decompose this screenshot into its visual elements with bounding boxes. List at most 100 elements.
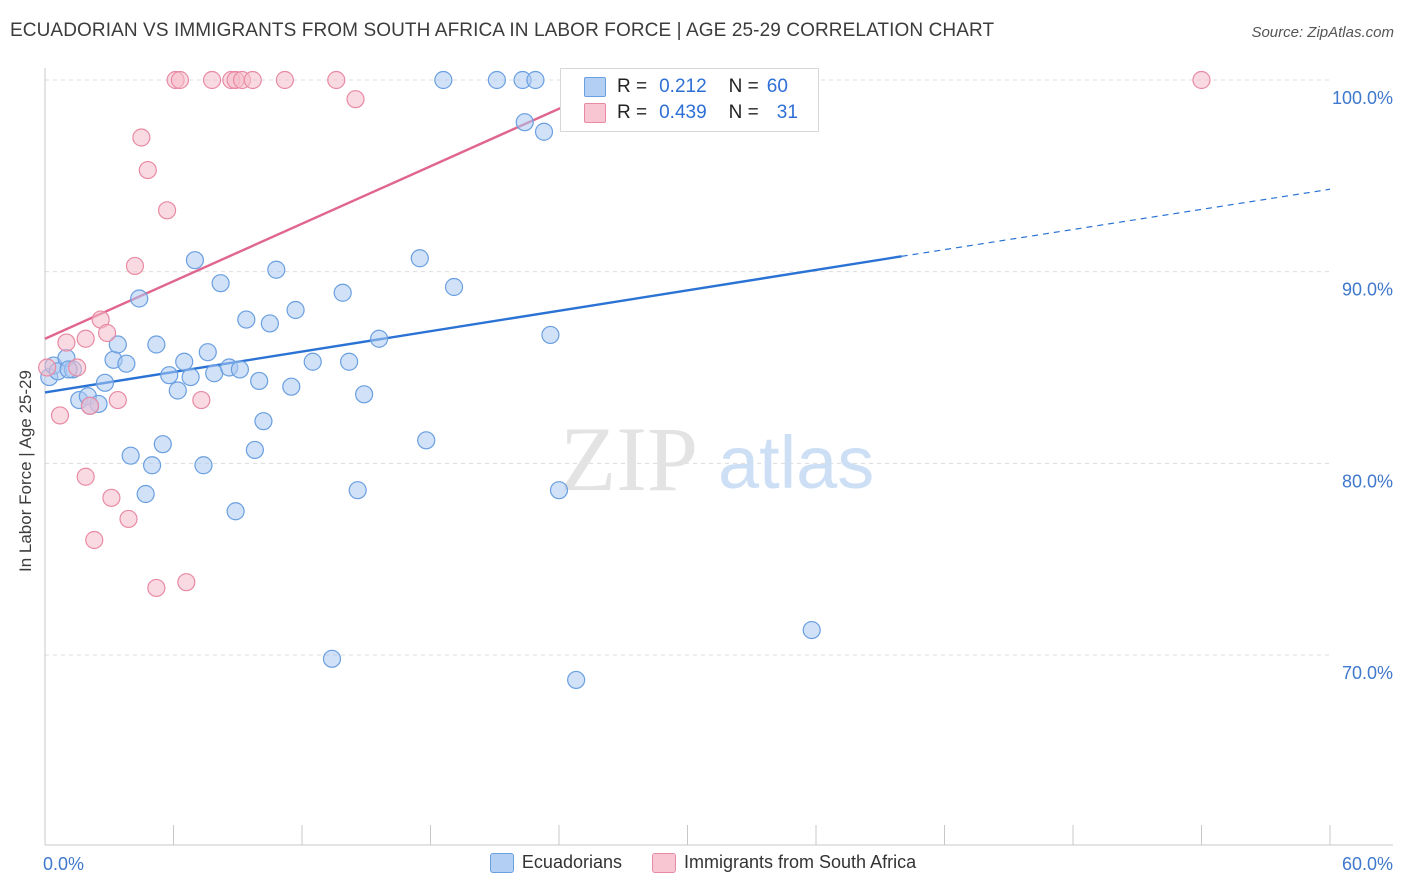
stats-row-ecuadorians: R = 0.212 N = 60: [584, 75, 788, 99]
south-africa-point: [202, 70, 222, 90]
ecuadorians-point: [226, 502, 245, 521]
ecuadorians-point: [333, 283, 352, 302]
watermark-atlas: atlas: [718, 421, 874, 504]
south-africa-point: [80, 396, 100, 415]
south-africa-point: [119, 509, 138, 529]
ecuadorians-point: [117, 354, 136, 373]
ecuadorians-point: [534, 122, 554, 141]
ecuadorians-point: [541, 325, 560, 345]
x-tick-label-max: 60.0%: [1342, 854, 1393, 874]
ecuadorians-point: [286, 300, 305, 320]
ecuadorians-point: [245, 440, 264, 460]
ecuadorians-point: [370, 329, 389, 348]
legend-item-ecuadorians[interactable]: Ecuadorians: [489, 852, 622, 873]
n-label: N =: [728, 76, 759, 97]
y-tick-label: 70.0%: [1342, 663, 1393, 683]
south-africa-point: [275, 70, 294, 90]
ecuadorians-point: [340, 352, 359, 371]
ecuadorians-point: [487, 70, 506, 90]
r-value: 0.439: [659, 102, 707, 123]
ecuadorians-point: [515, 113, 534, 132]
south-africa-point: [346, 90, 365, 109]
source-credit: Source: ZipAtlas.com: [1251, 24, 1394, 41]
ecuadorians-point: [417, 431, 436, 450]
ecuadorians-point: [410, 249, 429, 268]
y-axis-title: In Labor Force | Age 25-29: [16, 370, 35, 572]
ecuadorians-point: [303, 352, 322, 371]
ecuadorians-point: [254, 412, 273, 431]
r-value: 0.212: [659, 76, 707, 97]
ecuadorians-point: [250, 371, 269, 391]
ecuadorians-point: [198, 343, 217, 362]
ecuadorians-point: [108, 335, 127, 354]
watermark-zip: ZIP: [560, 408, 698, 510]
ecuadorians-point: [267, 260, 286, 279]
south-africa-point: [108, 390, 127, 410]
ecuadorians-point: [194, 456, 213, 475]
legend-item-south-africa[interactable]: Immigrants from South Africa: [652, 852, 916, 873]
ecuadorians-point: [355, 385, 374, 404]
ecuadorians-point: [147, 335, 166, 354]
ecuadorians-point: [153, 435, 172, 454]
ecuadorians-point: [567, 670, 586, 690]
legend-label-south-africa: Immigrants from South Africa: [684, 852, 917, 872]
ecuadorians-point: [434, 70, 453, 90]
ecuadorians-point: [802, 620, 821, 640]
ecuadorians-point: [160, 366, 179, 385]
r-label: R =: [617, 76, 648, 97]
south-africa-point: [98, 323, 117, 343]
ecuadorians-point: [121, 446, 140, 465]
ecuadorians-point: [549, 481, 569, 500]
ecuadorians-point: [181, 367, 200, 387]
ecuadorians-point: [282, 377, 301, 396]
ecuadorians-point: [260, 314, 279, 333]
tick-labels: 70.0% 80.0% 90.0% 100.0% 0.0% 60.0%: [43, 88, 1393, 874]
south-africa-point: [76, 467, 95, 486]
south-africa-legend-icon: [652, 852, 676, 873]
y-tick-label: 100.0%: [1332, 88, 1393, 108]
legend-label-ecuadorians: Ecuadorians: [521, 852, 622, 872]
n-label: N =: [728, 102, 759, 123]
south-africa-point: [138, 160, 157, 180]
n-value: 60: [766, 76, 788, 97]
n-value: 31: [776, 102, 798, 123]
south-africa-point: [147, 578, 166, 598]
south-africa-point: [76, 329, 95, 348]
south-africa-point: [132, 128, 151, 147]
south-africa-point: [157, 201, 177, 220]
south-africa-point: [68, 358, 87, 377]
ecuadorians-point: [348, 481, 367, 500]
south-africa-point: [1192, 70, 1211, 90]
ecuadorians-point: [136, 484, 155, 504]
ecuadorians-point: [130, 289, 149, 308]
ecuadorians-point: [211, 274, 230, 293]
ecuadorians-point: [142, 456, 162, 475]
south-africa-point: [38, 358, 57, 377]
series-legend: Ecuadorians Immigrants from South Africa: [0, 852, 1406, 873]
ecuadorians-swatch-icon: [584, 77, 606, 97]
ecuadorians-legend-icon: [489, 852, 514, 873]
stats-legend: R = 0.212 N = 60 R = 0.439 N = 31: [560, 68, 819, 132]
stats-row-south-africa: R = 0.439 N = 31: [584, 101, 798, 125]
x-tick-label-min: 0.0%: [43, 854, 84, 874]
axes: [44, 68, 1393, 846]
ecuadorians-point: [185, 251, 205, 270]
south-africa-point: [125, 256, 145, 276]
r-label: R =: [617, 102, 648, 123]
south-africa-point: [192, 390, 211, 410]
chart-title: ECUADORIAN VS IMMIGRANTS FROM SOUTH AFRI…: [10, 20, 995, 41]
ecuadorians-point: [175, 352, 194, 371]
ecuadorians-point: [237, 310, 256, 329]
ecuadorians-point: [444, 277, 464, 297]
ecuadorians-point: [168, 381, 187, 400]
south-africa-point: [102, 488, 121, 507]
south-africa-point: [177, 573, 196, 592]
south-africa-point: [170, 70, 190, 90]
watermark: ZIP atlas: [560, 408, 874, 510]
ecuadorians-trend-extension: [901, 188, 1331, 257]
south-africa-swatch-icon: [584, 103, 606, 123]
ecuadorians-point: [230, 360, 249, 379]
data-points: [38, 70, 1211, 690]
south-africa-point: [50, 406, 70, 425]
